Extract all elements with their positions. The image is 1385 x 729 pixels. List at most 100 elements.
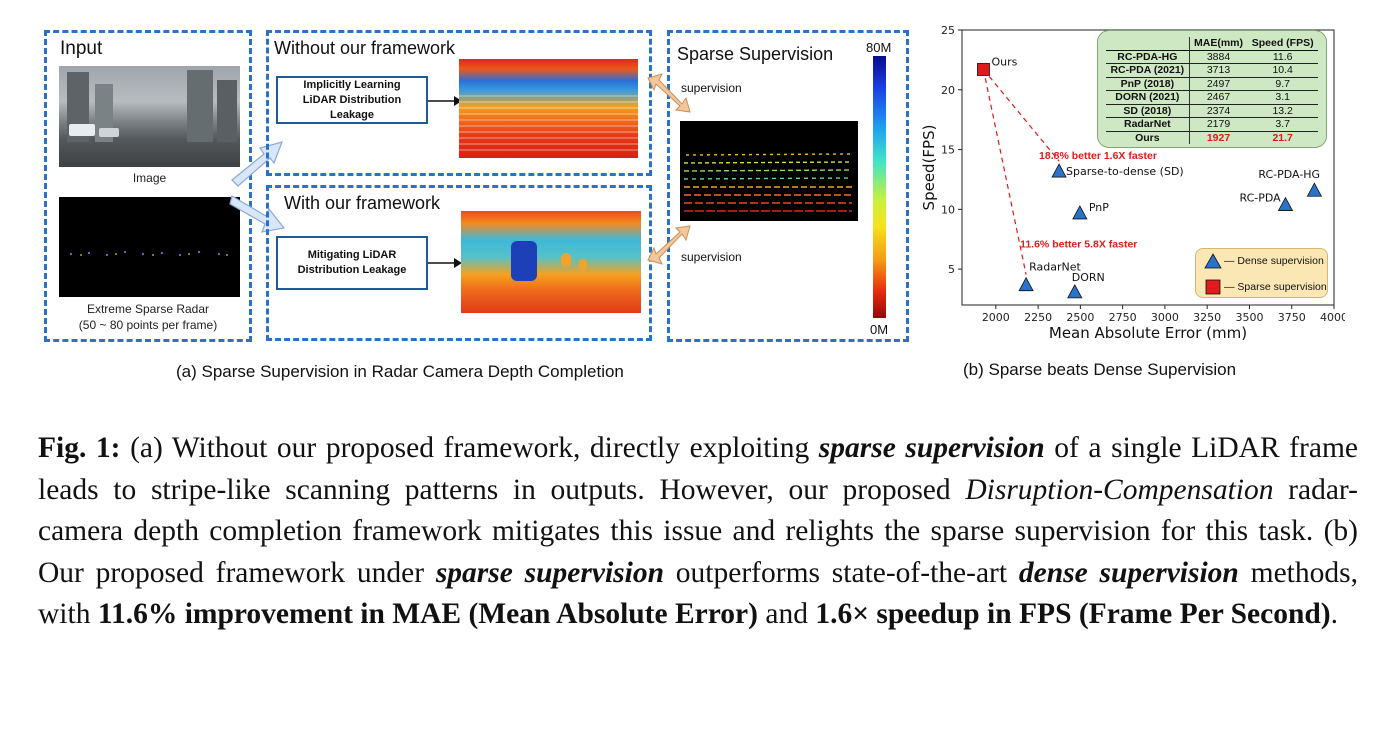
radar-label-2: (50 ~ 80 points per frame) — [78, 318, 218, 332]
comparison-line — [982, 69, 1027, 275]
x-tick-label: 3750 — [1278, 311, 1306, 324]
figure-caption: Fig. 1: (a) Without our proposed framewo… — [38, 428, 1358, 636]
table-row: RC-PDA-HG 3884 11.6 — [1106, 50, 1318, 64]
radar-image — [59, 197, 240, 297]
caption-text: (a) Without our proposed framework, dire… — [120, 432, 819, 464]
table-cell: RC-PDA-HG — [1106, 50, 1190, 64]
x-tick-label: 3000 — [1151, 311, 1179, 324]
table-cell: 2374 — [1189, 104, 1248, 118]
y-tick-label: 20 — [941, 84, 955, 97]
table-row: RadarNet 2179 3.7 — [1106, 117, 1318, 132]
y-tick-label: 10 — [941, 203, 955, 216]
table-cell: 3.7 — [1247, 117, 1318, 132]
table-cell: DORN (2021) — [1106, 90, 1190, 105]
table-cell: RadarNet — [1106, 117, 1190, 132]
caption-text: radar-camera depth completion framework … — [38, 473, 1358, 589]
caption-emphasis: sparse supervision — [435, 556, 664, 589]
table-cell: 3.1 — [1247, 90, 1318, 105]
table-header: Speed (FPS) — [1247, 37, 1318, 51]
table-cell: 13.2 — [1247, 104, 1318, 118]
without-title: Without our framework — [274, 38, 456, 58]
legend-triangle-icon — [1204, 253, 1222, 269]
sparse-title: Sparse Supervision — [677, 44, 834, 64]
table-row: DORN (2021) 2467 3.1 — [1106, 90, 1318, 105]
caption-bold: 1.6× speedup in FPS (Frame Per Second) — [815, 598, 1331, 631]
table-header — [1106, 37, 1190, 51]
point-label: Sparse-to-dense (SD) — [1066, 165, 1184, 178]
point-label: RC-PDA — [1239, 192, 1281, 205]
table-cell: 2179 — [1189, 117, 1248, 132]
table-row-ours: Ours 1927 21.7 — [1106, 131, 1318, 144]
table-row: SD (2018) 2374 13.2 — [1106, 104, 1318, 118]
x-tick-label: 4000 — [1320, 311, 1345, 324]
results-table-panel: MAE(mm) Speed (FPS) RC-PDA-HG 3884 11.6 RC… — [1097, 30, 1327, 148]
x-axis-label: Mean Absolute Error (mm) — [1049, 324, 1247, 342]
dense-point — [1067, 284, 1083, 299]
table-cell: 2497 — [1189, 77, 1248, 91]
dense-point — [1306, 182, 1323, 197]
table-cell: Ours — [1106, 131, 1190, 144]
depth-output-clean — [461, 211, 641, 313]
panel-b-caption: (b) Sparse beats Dense Supervision — [963, 360, 1237, 379]
table-cell: SD (2018) — [1106, 104, 1190, 118]
arrow-without — [428, 96, 462, 106]
camera-image — [59, 66, 240, 167]
dense-point — [1072, 205, 1088, 220]
point-label: RC-PDA-HG — [1258, 168, 1320, 181]
caption-emphasis: dense supervision — [1018, 556, 1239, 589]
colorbar-min: 0M — [870, 322, 889, 337]
x-tick-label: 2750 — [1109, 311, 1137, 324]
y-tick-label: 15 — [941, 144, 955, 157]
x-tick-label: 2250 — [1024, 311, 1052, 324]
scatter-chart: 2000 2250 2500 2750 3000 3250 3500 3750 4000 5 10 1… — [920, 24, 1345, 342]
without-box — [266, 30, 652, 176]
legend-square-icon — [1205, 279, 1221, 295]
annotation-radarnet: 11.6% better 5.8X faster — [1020, 239, 1137, 251]
y-tick-label: 5 — [948, 263, 955, 276]
input-label: Input — [60, 38, 103, 59]
method-without: Implicitly Learning LiDAR Distribution L… — [276, 76, 428, 124]
colorbar-max: 80M — [866, 40, 892, 55]
table-row: PnP (2018) 2497 9.7 — [1106, 77, 1318, 91]
sparse-point — [977, 63, 990, 76]
annotation-sd: 18.8% better 1.6X faster — [1039, 150, 1157, 162]
method-with: Mitigating LiDAR Distribution Leakage — [276, 236, 428, 290]
fig-label: Fig. 1: — [38, 432, 121, 464]
table-cell: 10.4 — [1247, 63, 1318, 78]
table-header-row: MAE(mm) Speed (FPS) — [1106, 37, 1318, 51]
y-tick-label: 25 — [941, 24, 955, 37]
point-label: PnP — [1089, 201, 1109, 214]
depth-colorbar — [873, 56, 886, 318]
legend-dense-label: — Dense supervision — [1224, 255, 1324, 267]
table-row: RC-PDA (2021) 3713 10.4 — [1106, 63, 1318, 78]
table-cell: 3884 — [1189, 50, 1248, 64]
caption-text: methods, with — [38, 556, 1358, 631]
with-box — [266, 185, 652, 341]
chart-legend: — Dense supervision — Sparse supervision — [1195, 248, 1328, 298]
supervision-label-top: supervision — [681, 81, 742, 95]
caption-text: and — [757, 598, 816, 631]
supervision-label-bottom: supervision — [681, 250, 742, 264]
caption-emphasis: Disruption-Compensation — [965, 473, 1274, 506]
y-axis-label: Speed(FPS) — [920, 125, 938, 211]
table-cell: 11.6 — [1247, 50, 1318, 64]
caption-text: outperforms state-of-the-art — [664, 556, 1019, 589]
point-label: RadarNet — [1029, 261, 1081, 274]
depth-output-striped — [459, 59, 638, 158]
caption-text: of a single LiDAR frame leads to stripe-… — [38, 432, 1358, 506]
with-title: With our framework — [284, 193, 441, 213]
point-label: Ours — [991, 55, 1017, 68]
results-table: MAE(mm) Speed (FPS) RC-PDA-HG 3884 11.6 RC… — [1106, 37, 1318, 144]
arrow-with — [428, 258, 462, 268]
supervision-arrows — [647, 73, 691, 265]
table-cell: 3713 — [1189, 63, 1248, 78]
dense-point — [1018, 276, 1034, 292]
legend-sparse-label: — Sparse supervision — [1224, 281, 1327, 293]
table-cell: PnP (2018) — [1106, 77, 1190, 91]
sparse-lidar-image — [680, 121, 858, 221]
table-cell: 21.7 — [1272, 131, 1293, 144]
comparison-line — [983, 69, 1060, 162]
sparse-supervision-box — [667, 30, 909, 342]
point-label: DORN — [1072, 271, 1105, 284]
x-tick-label: 3250 — [1193, 311, 1221, 324]
